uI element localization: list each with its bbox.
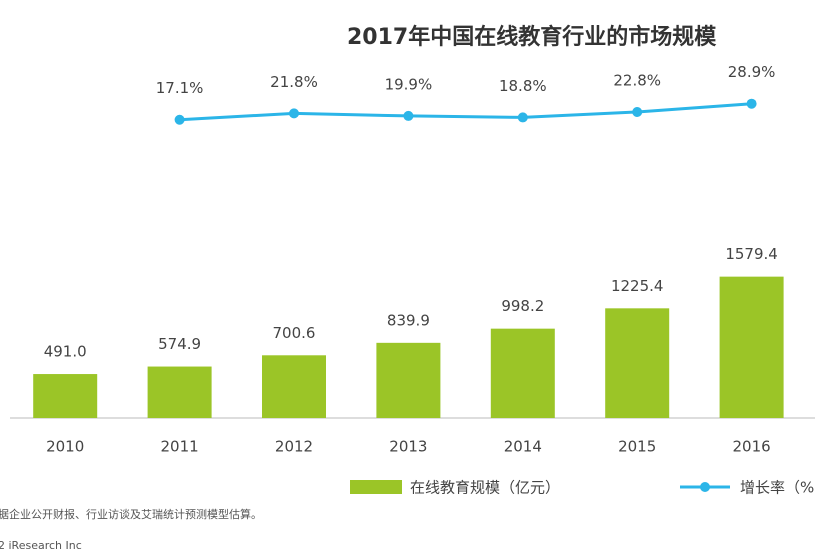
copyright: 2 iResearch Inc xyxy=(0,539,82,552)
legend-label: 增长率（% xyxy=(740,479,814,497)
bar xyxy=(719,276,784,418)
line-point xyxy=(403,110,414,121)
line-point xyxy=(517,112,528,123)
data-label: 28.9% xyxy=(728,63,776,81)
line xyxy=(179,102,752,122)
legend-label: 在线教育规模（亿元） xyxy=(410,479,560,497)
data-label: 22.8% xyxy=(613,71,661,89)
line-point xyxy=(746,98,757,109)
data-label: 19.9% xyxy=(385,75,433,93)
x-tick-label: 2014 xyxy=(504,438,542,456)
line-point xyxy=(632,106,643,117)
bar xyxy=(33,374,98,418)
data-label: 839.9 xyxy=(387,311,430,329)
source-note: 据企业公开财报、行业访谈及艾瑞统计预测模型估算。 xyxy=(0,507,262,521)
x-tick-label: 2012 xyxy=(275,438,313,456)
x-tick-label: 2011 xyxy=(161,438,199,456)
bar xyxy=(376,342,441,418)
data-label: 21.8% xyxy=(270,73,318,91)
data-label: 18.8% xyxy=(499,77,547,95)
legend-swatch xyxy=(350,480,402,494)
data-label: 1579.4 xyxy=(725,245,778,263)
x-tick-label: 2016 xyxy=(733,438,771,456)
bar xyxy=(490,328,555,418)
data-label: 574.9 xyxy=(158,335,201,353)
data-label: 1225.4 xyxy=(611,277,664,295)
bar xyxy=(147,366,212,418)
data-label: 491.0 xyxy=(44,343,87,361)
line-point xyxy=(289,108,299,119)
x-tick-label: 2015 xyxy=(618,438,656,456)
data-label: 17.1% xyxy=(156,79,204,97)
bar xyxy=(262,355,326,418)
data-label: 998.2 xyxy=(501,297,544,315)
bar xyxy=(605,308,670,418)
x-tick-label: 2013 xyxy=(389,438,427,456)
line-point xyxy=(174,114,185,125)
data-label: 700.6 xyxy=(273,324,316,342)
chart-title: 2017年中国在线教育行业的市场规模 xyxy=(347,24,717,50)
x-tick-label: 2010 xyxy=(46,438,84,456)
legend-swatch xyxy=(700,482,710,492)
